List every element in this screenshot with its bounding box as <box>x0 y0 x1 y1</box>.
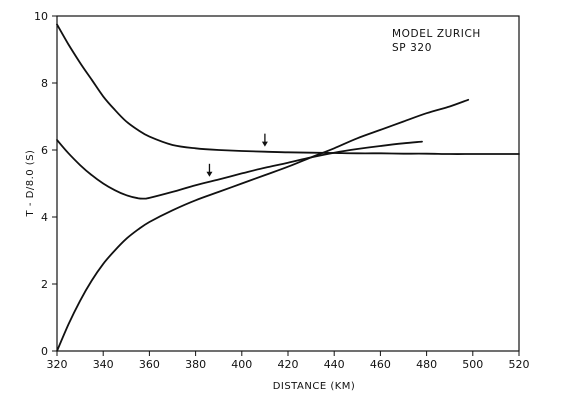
y-tick-label: 2 <box>41 278 48 291</box>
x-tick-label: 380 <box>185 358 206 371</box>
x-tick-label: 500 <box>462 358 483 371</box>
x-axis-title: DISTANCE (KM) <box>273 381 356 392</box>
arrow-marker-1 <box>261 133 268 147</box>
x-tick-label: 340 <box>93 358 114 371</box>
x-tick-label: 460 <box>370 358 391 371</box>
y-tick-label: 4 <box>41 211 48 224</box>
x-tick-label: 420 <box>278 358 299 371</box>
series-line-2 <box>56 139 423 200</box>
arrow-marker-2 <box>206 163 213 177</box>
x-tick-label: 400 <box>231 358 252 371</box>
y-axis-title: T - D/8.0 (S) <box>25 150 36 218</box>
x-tick-label: 480 <box>416 358 437 371</box>
y-tick-label: 0 <box>41 345 48 358</box>
y-tick-label: 8 <box>41 77 48 90</box>
x-tick-label: 520 <box>509 358 530 371</box>
annotation-line-1: MODEL ZURICH <box>392 28 481 40</box>
y-tick-label: 6 <box>41 144 48 157</box>
x-tick-label: 360 <box>139 358 160 371</box>
plot-frame <box>56 15 520 352</box>
series-line-1 <box>56 23 520 155</box>
x-tick-label: 440 <box>324 358 345 371</box>
x-tick-label: 320 <box>47 358 68 371</box>
series-line-3 <box>56 98 470 352</box>
y-tick-label: 10 <box>34 10 48 23</box>
annotation-line-2: SP 320 <box>392 42 432 54</box>
